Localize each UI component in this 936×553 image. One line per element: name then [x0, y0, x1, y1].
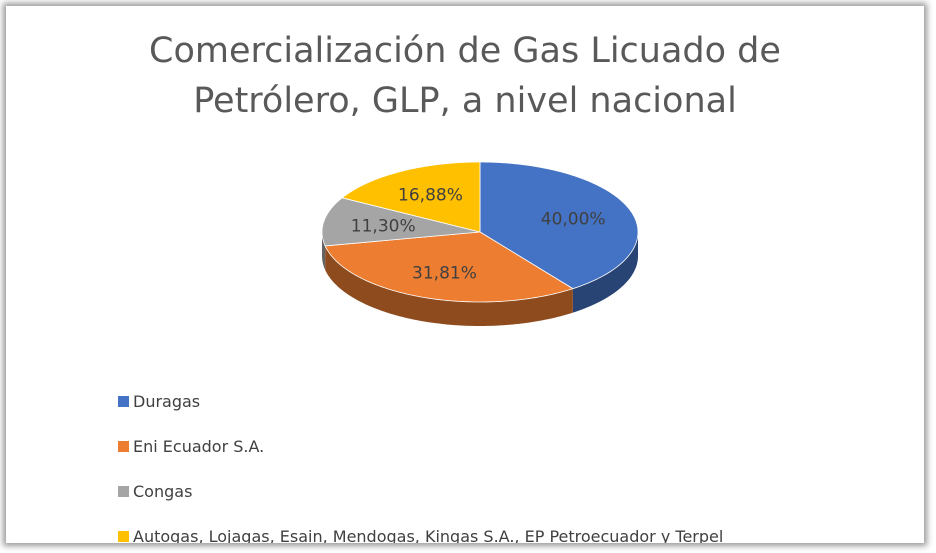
legend-label: Duragas: [133, 392, 200, 411]
chart: 40,00% 31,81% 11,30% 16,88% Duragas Eni Ecuad…: [118, 161, 723, 543]
legend-label: Autogas, Lojagas, Esain, Mendogas, Kinga…: [133, 527, 723, 543]
slice-side: [322, 232, 326, 270]
legend-swatch: [118, 486, 129, 497]
pie-slice: [479, 161, 639, 290]
data-label: 11,30%: [351, 216, 416, 236]
pie-slice: [341, 161, 481, 233]
slice-side: [325, 245, 573, 326]
data-label: 16,88%: [398, 186, 463, 206]
data-label: 40,00%: [541, 210, 606, 230]
pie-slice: [321, 197, 481, 247]
title-box: Comercialización de Gas Licuado de Petró…: [6, 26, 924, 126]
legend-label: Eni Ecuador S.A.: [133, 437, 264, 456]
legend-swatch: [118, 441, 129, 452]
legend-label: Congas: [133, 482, 192, 501]
chart-title: Comercialización de Gas Licuado de Petró…: [149, 31, 781, 121]
legend-swatch: [118, 531, 129, 542]
slice-side: [572, 232, 638, 313]
pie-slice: [324, 231, 574, 303]
data-label: 31,81%: [412, 263, 477, 283]
legend-swatch: [118, 396, 129, 407]
chart-frame: Comercialización de Gas Licuado de Petró…: [6, 6, 924, 543]
